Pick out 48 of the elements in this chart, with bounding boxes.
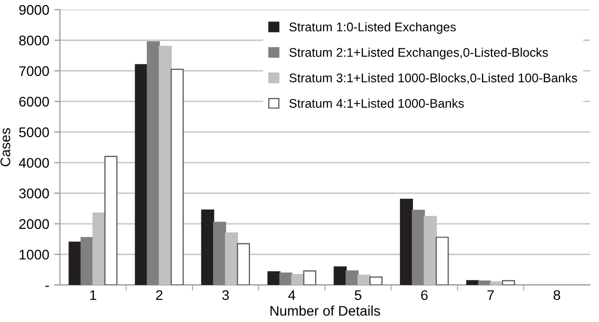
legend-label: Stratum 2:1+Listed Exchanges,0-Listed-Blocks	[289, 48, 548, 60]
y-tick-label: 4000	[18, 158, 49, 168]
bar	[68, 242, 82, 285]
bar	[104, 156, 118, 285]
y-tick-label: -	[45, 286, 49, 287]
x-tick-label: 6	[421, 290, 428, 300]
bar	[279, 272, 292, 285]
bar	[346, 270, 359, 285]
x-tick-label: 7	[487, 290, 494, 300]
x-tick-label: 8	[554, 290, 560, 300]
y-tick-label: 8000	[19, 36, 49, 46]
y-tick-label: 2000	[19, 219, 49, 229]
bar	[436, 236, 449, 285]
bar	[478, 280, 492, 285]
bar	[213, 222, 226, 285]
bar	[225, 232, 238, 285]
bar	[334, 266, 347, 285]
y-axis-title: Cases	[0, 128, 10, 166]
y-tick-label: 6000	[19, 96, 49, 107]
y-tick-label: 9000	[19, 4, 49, 15]
y-tick-label: 1000	[20, 250, 49, 260]
bar	[170, 68, 184, 285]
bar	[369, 276, 382, 285]
bar	[158, 46, 172, 285]
y-tick-label: 3000	[19, 188, 49, 198]
bar	[358, 274, 371, 285]
bar	[303, 270, 316, 285]
bar	[201, 209, 214, 285]
bar	[400, 198, 413, 285]
x-tick-label: 1	[90, 290, 96, 300]
bar	[236, 243, 250, 285]
bar	[267, 271, 280, 285]
legend-label: Stratum 1:0-Listed Exchanges	[289, 22, 456, 34]
legend-label: Stratum 4:1+Listed 1000-Banks	[289, 98, 464, 108]
legend-label: Stratum 3:1+Listed 1000-Blocks,0-Listed 100-Banks	[289, 73, 578, 84]
x-axis-title: Number of Details	[270, 306, 380, 316]
x-tick-label: 5	[354, 290, 362, 300]
x-tick-label: 4	[288, 290, 296, 300]
bar	[466, 280, 480, 285]
y-tick-label: 7000	[19, 66, 49, 76]
bar	[134, 64, 148, 285]
bar	[80, 237, 94, 285]
bar	[490, 281, 504, 285]
x-tick-label: 3	[222, 290, 229, 300]
bar	[502, 280, 516, 285]
y-tick-label: 5000	[19, 127, 49, 138]
bar	[412, 210, 425, 285]
x-tick-label: 2	[156, 290, 162, 300]
